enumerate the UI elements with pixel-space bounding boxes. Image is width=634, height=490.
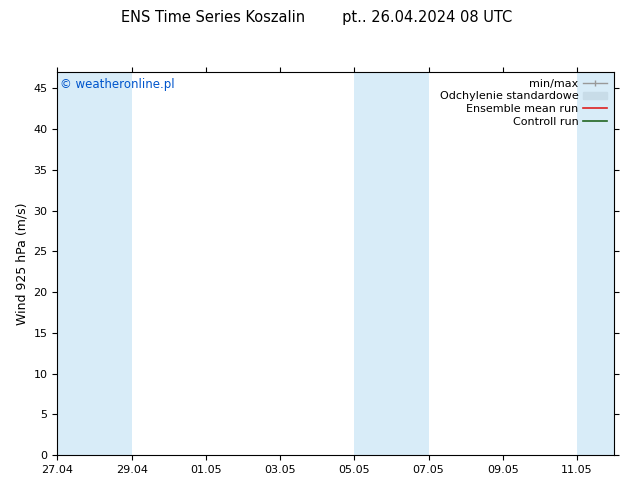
Text: ENS Time Series Koszalin        pt.. 26.04.2024 08 UTC: ENS Time Series Koszalin pt.. 26.04.2024… (121, 10, 513, 25)
Bar (354, 72, 429, 455)
Y-axis label: Wind 925 hPa (m/s): Wind 925 hPa (m/s) (15, 202, 28, 325)
Legend: min/max, Odchylenie standardowe, Ensemble mean run, Controll run: min/max, Odchylenie standardowe, Ensembl… (436, 74, 612, 131)
Text: © weatheronline.pl: © weatheronline.pl (60, 77, 175, 91)
Bar (577, 72, 614, 455)
Bar (58, 72, 132, 455)
